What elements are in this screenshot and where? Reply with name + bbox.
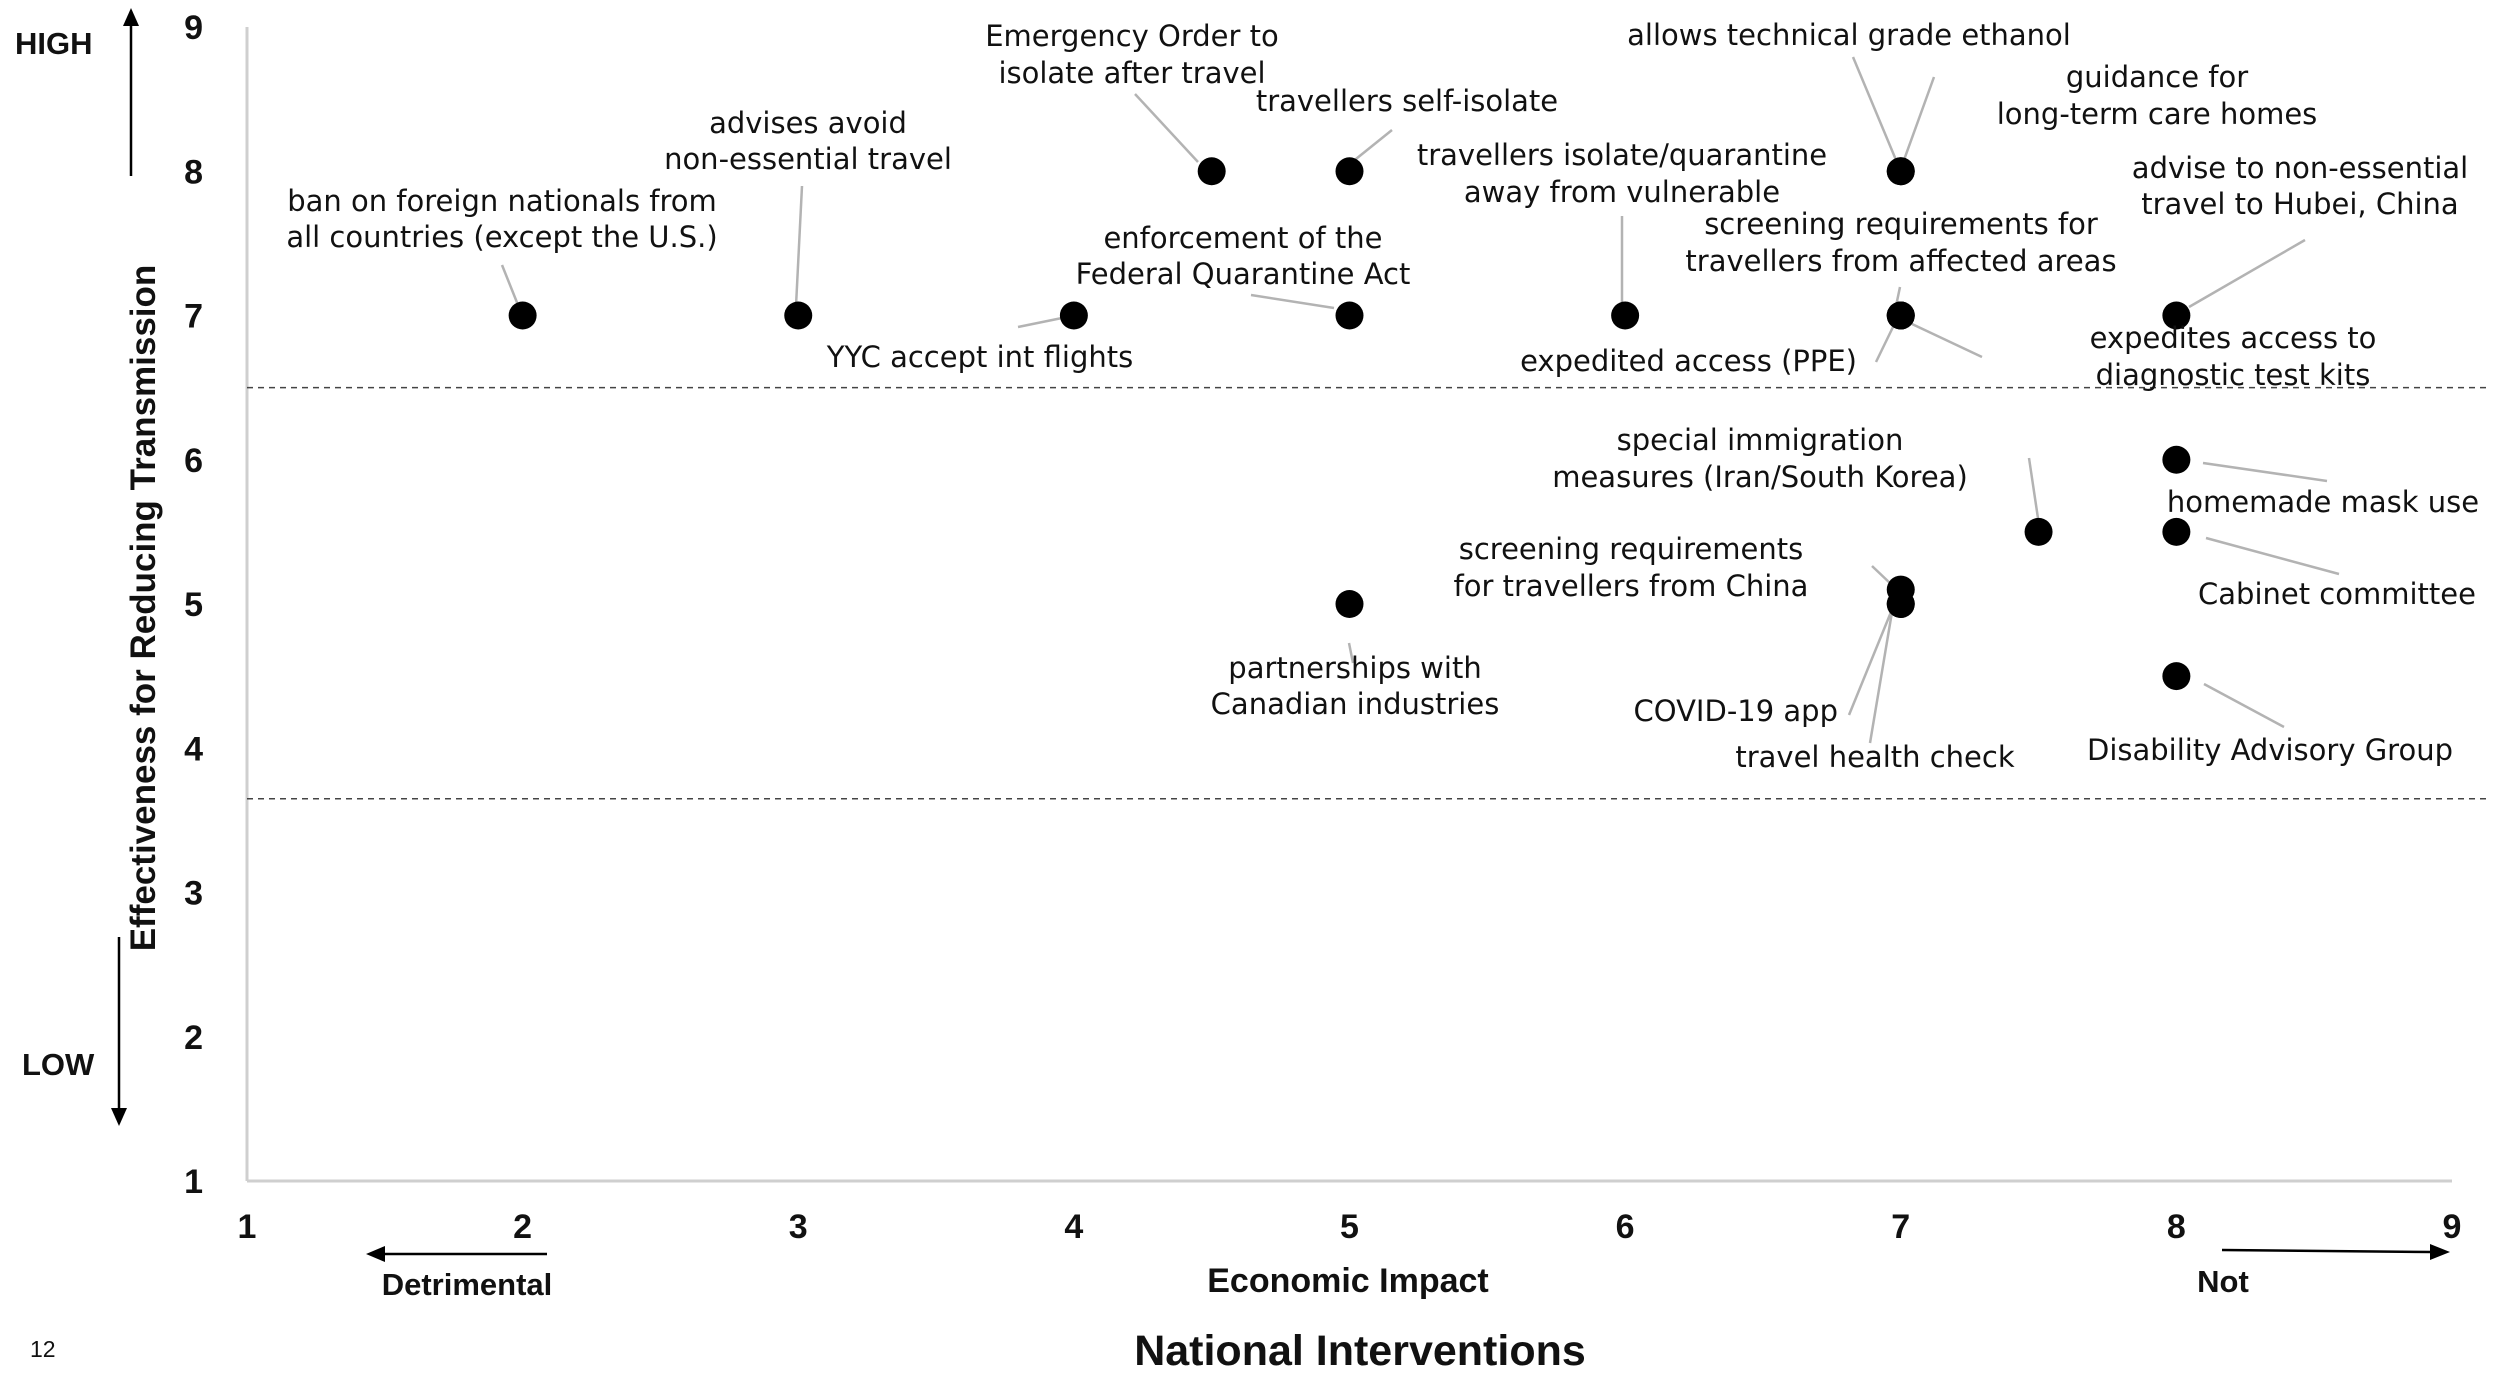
axes	[111, 8, 2490, 1262]
point-ban-on-foreign-nationals-from-all-countries-except-the-u-s	[508, 301, 537, 330]
label-special-immigration-measures-iran-south-korea: special immigration measures (Iran/South …	[1552, 423, 1968, 494]
tick-labels: 1 2 3 4 5 6 7 8 9 1 2 3 4 5 6 7 8 9	[184, 9, 2461, 1246]
leader-line-covid-19-app	[1847, 611, 1893, 716]
y-axis-title: Effectiveness for Reducing Transmission	[124, 265, 163, 952]
y-tick-label: 3	[184, 875, 203, 913]
label-expedites-access-to-diagnostic-test-kits: expedites access to diagnostic test kits	[2090, 321, 2377, 392]
point-guidance-for-long-term-care-homes	[1886, 157, 1915, 186]
point-advises-avoid-non-essential-travel	[784, 301, 813, 330]
leader-line-expedites-access-to-diagnostic-test-kits	[1911, 322, 1983, 359]
x-tick-label: 1	[238, 1208, 257, 1246]
leader-line-emergency-order-to-isolate-after-travel	[1134, 93, 1199, 163]
page-number: 12	[30, 1336, 56, 1362]
point-yyc-accept-int-flights	[1059, 301, 1088, 330]
y-high-label: HIGH	[15, 26, 93, 61]
leader-line-homemade-mask-use	[2202, 461, 2328, 483]
chart-title: National Interventions	[1134, 1327, 1586, 1375]
not-arrow-head	[2430, 1244, 2450, 1260]
point-emergency-order-to-isolate-after-travel	[1197, 157, 1226, 186]
point-cabinet-committee	[2162, 517, 2191, 546]
y-tick-label: 9	[184, 9, 203, 47]
low-arrow-head	[111, 1108, 127, 1126]
leader-line-yyc-accept-int-flights	[1017, 316, 1063, 329]
label-homemade-mask-use: homemade mask use	[2167, 485, 2479, 519]
label-allows-technical-grade-ethanol: allows technical grade ethanol	[1627, 18, 2071, 52]
y-low-label: LOW	[22, 1047, 95, 1082]
y-tick-label: 6	[184, 442, 203, 480]
label-enforcement-of-the-federal-quarantine-act: enforcement of the Federal Quarantine Act	[1076, 221, 1411, 291]
label-travellers-self-isolate: travellers self-isolate	[1256, 84, 1558, 118]
y-tick-label: 5	[184, 586, 203, 624]
y-tick-label: 2	[184, 1019, 203, 1057]
x-tick-label: 7	[1891, 1208, 1910, 1246]
x-tick-label: 8	[2167, 1208, 2186, 1246]
leader-line-allows-technical-grade-ethanol	[1851, 56, 1898, 161]
label-guidance-for-long-term-care-homes: guidance for long-term care homes	[1997, 60, 2318, 131]
leader-line-advise-to-non-essential-travel-to-hubei-china	[2188, 238, 2306, 309]
detrimental-arrow-head	[366, 1246, 385, 1262]
leader-line-disability-advisory-group	[2203, 682, 2285, 729]
label-advise-to-non-essential-travel-to-hubei-china: advise to non-essential travel to Hubei, …	[2132, 151, 2468, 221]
data-points	[508, 157, 2191, 691]
x-tick-label: 2	[513, 1208, 532, 1246]
point-labels: ban on foreign nationals from all countri…	[286, 18, 2479, 774]
label-screening-requirements-for-travellers-from-china: screening requirements for travellers fro…	[1454, 532, 1809, 603]
leader-line-expedited-access-ppe	[1874, 326, 1895, 363]
point-advise-to-non-essential-travel-to-hubei-china	[2162, 301, 2191, 330]
point-expedites-access-to-diagnostic-test-kits	[1886, 301, 1915, 330]
x-low-label: Detrimental	[382, 1267, 553, 1302]
leader-line-guidance-for-long-term-care-homes	[1902, 76, 1936, 161]
label-expedited-access-ppe: expedited access (PPE)	[1520, 344, 1857, 378]
x-tick-label: 6	[1616, 1208, 1635, 1246]
point-special-immigration-measures-iran-south-korea	[2024, 517, 2053, 546]
not-arrow-line	[2221, 1248, 2433, 1254]
point-homemade-mask-use	[2162, 445, 2191, 474]
point-enforcement-of-the-federal-quarantine-act	[1335, 301, 1364, 330]
leader-line-advises-avoid-non-essential-travel	[794, 185, 804, 307]
y-tick-label: 7	[184, 298, 203, 336]
high-arrow-head	[123, 8, 139, 26]
leader-line-enforcement-of-the-federal-quarantine-act	[1250, 293, 1335, 310]
label-disability-advisory-group: Disability Advisory Group	[2087, 733, 2453, 767]
leader-line-cabinet-committee	[2205, 536, 2340, 576]
label-screening-requirements-for-travellers-from-affected-areas: screening requirements for travellers fro…	[1685, 207, 2116, 278]
leader-line-screening-requirements-for-travellers-from-china	[1871, 565, 1893, 586]
x-tick-label: 4	[1064, 1208, 1083, 1246]
x-axis-title: Economic Impact	[1207, 1262, 1489, 1300]
leader-line-travel-health-check	[1868, 611, 1894, 744]
point-disability-advisory-group	[2162, 662, 2191, 691]
y-tick-label: 4	[184, 730, 203, 768]
x-tick-label: 5	[1340, 1208, 1359, 1246]
x-tick-label: 9	[2443, 1208, 2462, 1246]
label-ban-on-foreign-nationals-from-all-countries-except-the-u-s: ban on foreign nationals from all countri…	[286, 184, 717, 254]
point-travel-health-check	[1886, 590, 1915, 618]
point-travellers-self-isolate	[1335, 157, 1364, 186]
y-tick-label: 8	[184, 153, 203, 191]
label-travel-health-check: travel health check	[1735, 740, 2014, 774]
label-emergency-order-to-isolate-after-travel: Emergency Order to isolate after travel	[985, 19, 1279, 90]
y-tick-label: 1	[184, 1163, 203, 1201]
label-yyc-accept-int-flights: YYC accept int flights	[826, 340, 1133, 374]
label-advises-avoid-non-essential-travel: advises avoid non-essential travel	[664, 106, 952, 176]
leader-line-partnerships-with-canadian-industries	[1347, 642, 1355, 664]
label-partnerships-with-canadian-industries: partnerships with Canadian industries	[1211, 651, 1500, 721]
leader-line-ban-on-foreign-nationals-from-all-countries-except-the-u-s	[500, 264, 520, 306]
leader-line-special-immigration-measures-iran-south-korea	[2027, 457, 2041, 526]
label-covid-19-app: COVID-19 app	[1634, 694, 1838, 728]
point-partnerships-with-canadian-industries	[1335, 590, 1364, 618]
label-cabinet-committee: Cabinet committee	[2198, 577, 2476, 611]
x-tick-label: 3	[789, 1208, 808, 1246]
label-travellers-isolate-quarantine-away-from-vulnerable: travellers isolate/quarantine away from v…	[1417, 138, 1827, 209]
point-travellers-isolate-quarantine-away-from-vulnerable	[1611, 301, 1640, 330]
x-high-label: Not	[2197, 1264, 2249, 1299]
